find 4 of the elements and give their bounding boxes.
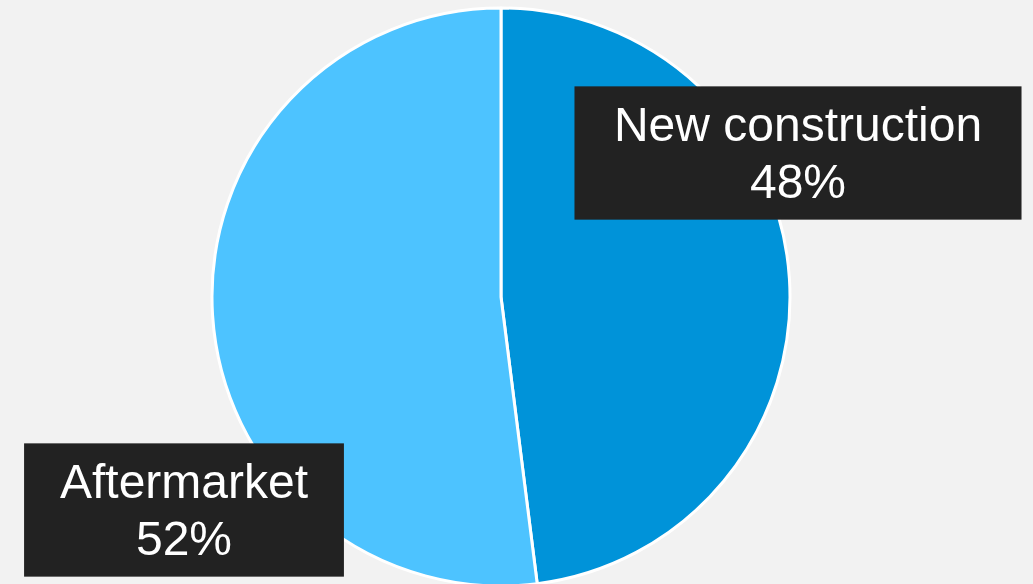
data-label: 48%	[749, 155, 847, 209]
slice-label: New construction	[613, 98, 983, 152]
data-label: 52%	[135, 512, 233, 566]
slice-label: Aftermarket	[59, 455, 309, 509]
